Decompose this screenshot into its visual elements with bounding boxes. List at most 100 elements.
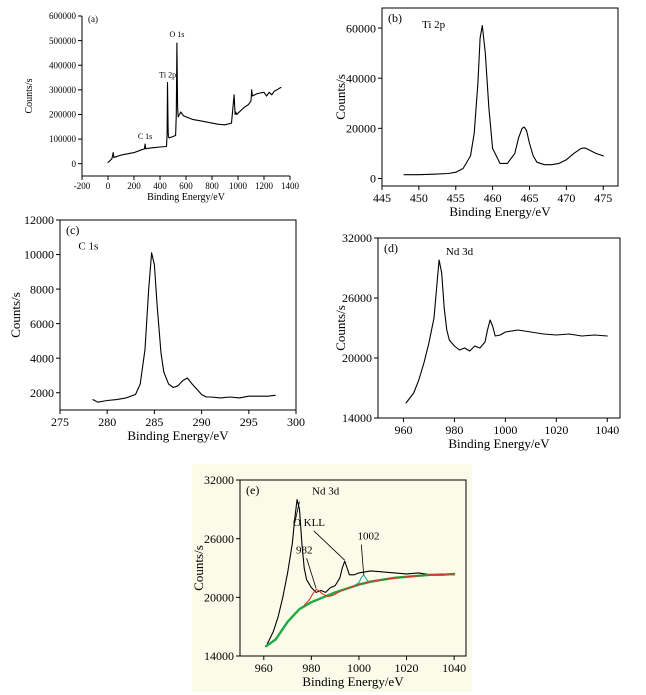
x-tick-label: 980 <box>302 661 320 675</box>
annotation-label: 982 <box>296 544 313 556</box>
x-axis-label: Binding Energy/eV <box>449 204 551 219</box>
chart-panel-b: 445 450 455 460 465 470 475 0 20000 40000 60000 Bin… <box>333 7 619 219</box>
series-line <box>92 252 276 403</box>
series-line <box>107 42 282 164</box>
annotation-label: Ti 2p <box>159 71 176 80</box>
annotation-label: Nd 3d <box>446 246 474 258</box>
x-tick-label: 1040 <box>442 661 466 675</box>
x-tick-label: 800 <box>205 181 219 191</box>
panel-label: (e) <box>246 483 259 497</box>
x-tick-label: 470 <box>557 191 575 205</box>
y-axis-label: Counts/s <box>8 292 23 338</box>
x-tick-label: 1000 <box>347 661 371 675</box>
annotation-label: Ti 2p <box>422 19 446 31</box>
annotation-leader-line <box>313 530 345 561</box>
x-tick-label: 1040 <box>595 423 619 437</box>
chart-panel-e: 960 980 1000 1020 1040 14000 20000 26000 32000 Bi… <box>191 464 472 692</box>
x-tick-label: 300 <box>287 415 305 429</box>
series-line <box>332 573 455 596</box>
x-tick-label: 1200 <box>255 181 274 191</box>
x-tick-label: 1020 <box>395 661 419 675</box>
y-tick-label: 10000 <box>24 248 54 262</box>
x-tick-label: 200 <box>127 181 141 191</box>
plot-frame <box>377 237 621 419</box>
x-tick-label: 275 <box>51 415 69 429</box>
series-line <box>405 259 608 404</box>
chart-panel-a: -200 0 200 400 600 800 1000 1200 1400 0 100000 2000… <box>24 11 300 203</box>
series-line <box>265 499 455 647</box>
x-tick-label: 285 <box>145 415 163 429</box>
y-tick-label: 32000 <box>204 473 234 487</box>
y-tick-label: 600000 <box>49 11 77 21</box>
y-tick-label: 32000 <box>342 231 372 245</box>
annotation-leader-line <box>360 544 365 575</box>
panel-label: (a) <box>88 14 98 24</box>
chart-panel-d: 960 980 1000 1020 1040 14000 20000 26000 32000 Bi… <box>333 231 621 451</box>
y-tick-label: 0 <box>72 159 77 169</box>
y-tick-label: 14000 <box>342 411 372 425</box>
panel-label: (d) <box>384 241 398 255</box>
y-axis-label: Counts/s <box>191 545 206 591</box>
x-tick-label: 455 <box>447 191 465 205</box>
annotation-leader-line <box>306 558 317 589</box>
y-axis-label: Counts/s <box>333 74 348 120</box>
x-tick-label: 280 <box>98 415 116 429</box>
x-axis-label: Binding Energy/eV <box>127 428 229 443</box>
y-tick-label: 26000 <box>342 291 372 305</box>
y-tick-label: 300000 <box>49 85 77 95</box>
series-line <box>403 24 604 176</box>
y-axis-label: Counts/s <box>333 305 348 351</box>
y-tick-label: 4000 <box>30 351 54 365</box>
x-tick-label: 980 <box>445 423 463 437</box>
x-tick-label: 445 <box>373 191 391 205</box>
x-tick-label: 600 <box>179 181 193 191</box>
plot-frame <box>59 219 297 411</box>
x-tick-label: 1400 <box>281 181 300 191</box>
x-tick-label: -200 <box>74 181 91 191</box>
x-tick-label: 400 <box>153 181 167 191</box>
y-tick-label: 26000 <box>204 532 234 546</box>
y-tick-label: 200000 <box>49 110 77 120</box>
y-tick-label: 14000 <box>204 649 234 663</box>
annotation-label: C 1s <box>138 132 152 141</box>
x-tick-label: 960 <box>394 423 412 437</box>
x-tick-label: 295 <box>240 415 258 429</box>
y-tick-label: 40000 <box>346 71 376 85</box>
annotation-label: O KLL <box>293 517 325 529</box>
y-tick-label: 20000 <box>346 122 376 136</box>
x-tick-label: 460 <box>484 191 502 205</box>
x-tick-label: 1020 <box>544 423 568 437</box>
y-tick-label: 0 <box>370 172 376 186</box>
y-tick-label: 20000 <box>204 591 234 605</box>
x-axis-label: Binding Energy/eV <box>448 436 550 451</box>
x-tick-label: 475 <box>594 191 612 205</box>
annotation-leader-line <box>294 501 300 524</box>
plot-frame <box>381 7 619 187</box>
x-tick-label: 0 <box>106 181 111 191</box>
annotation-label: O 1s <box>169 30 184 39</box>
annotation-label: Nd 3d <box>312 486 340 498</box>
x-tick-label: 465 <box>521 191 539 205</box>
annotation-label: C 1s <box>78 240 98 252</box>
x-tick-label: 450 <box>410 191 428 205</box>
chart-panel-c: 275 280 285 290 295 300 2000 4000 6000 8000 10000 1… <box>8 213 305 443</box>
x-axis-label: Binding Energy/eV <box>147 192 226 203</box>
y-tick-label: 12000 <box>24 213 54 227</box>
y-tick-label: 20000 <box>342 351 372 365</box>
x-tick-label: 1000 <box>229 181 248 191</box>
y-axis-label: Counts/s <box>24 78 35 113</box>
plot-frame <box>239 479 467 657</box>
y-tick-label: 60000 <box>346 21 376 35</box>
x-axis-label: Binding Energy/eV <box>302 674 404 689</box>
panel-label: (b) <box>388 11 402 25</box>
x-tick-label: 290 <box>193 415 211 429</box>
series-line <box>303 588 334 606</box>
y-tick-label: 2000 <box>30 386 54 400</box>
x-tick-label: 1000 <box>493 423 517 437</box>
y-tick-label: 8000 <box>30 282 54 296</box>
y-tick-label: 100000 <box>49 134 77 144</box>
panel-label: (c) <box>66 223 79 237</box>
annotation-label: 1002 <box>357 531 379 543</box>
